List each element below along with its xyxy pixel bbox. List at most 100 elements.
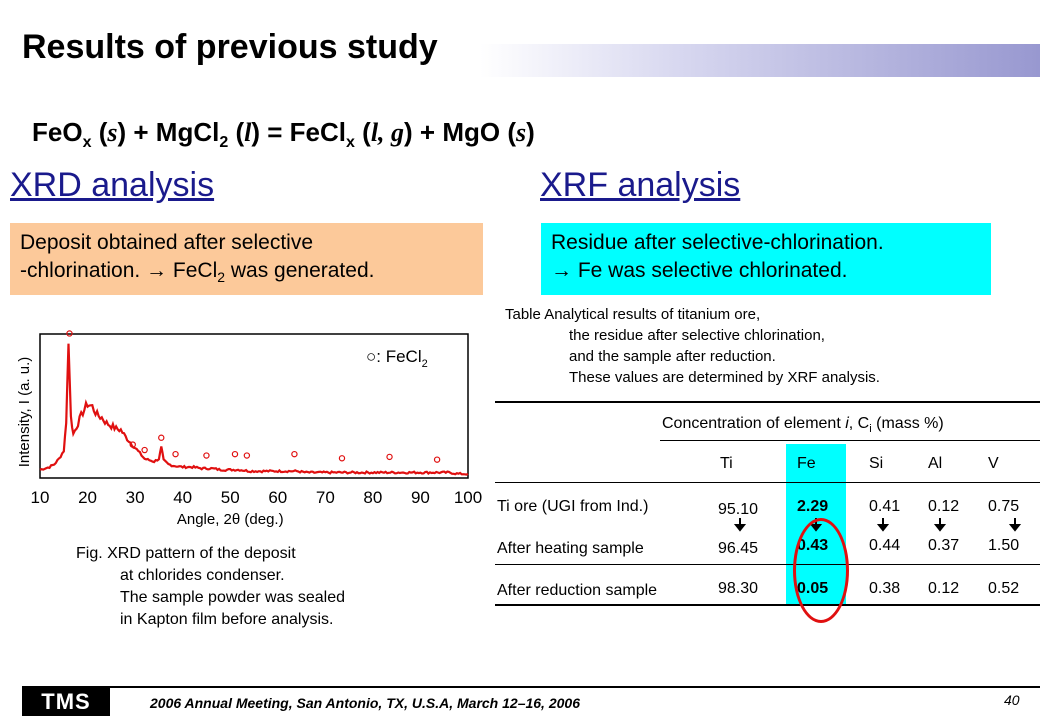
eq-part: ) + MgCl <box>117 117 220 147</box>
row-label: After heating sample <box>497 540 644 557</box>
fecl2-peak-marker <box>291 450 298 458</box>
fecl2-peak-marker <box>231 450 239 458</box>
eq-sub: x <box>346 134 355 152</box>
x-tick-label: 10 <box>31 488 50 507</box>
cell-al: 0.12 <box>928 498 960 515</box>
xrd-box-line: Deposit obtained after selective <box>20 231 314 254</box>
footer-text: 2006 Annual Meeting, San Antonio, TX, U.… <box>150 695 580 711</box>
table-header-rule <box>660 440 1040 441</box>
eq-part: ( <box>228 117 245 147</box>
caption-line: in Kapton film before analysis. <box>120 611 334 628</box>
xrf-box-line: Residue after selective-chlorination. <box>551 231 884 254</box>
header-text: (mass %) <box>871 415 944 432</box>
eq-part: ) = FeCl <box>251 117 347 147</box>
xrd-box-text: was generated. <box>225 259 375 282</box>
table-header: Concentration of element i, Ci (mass %) <box>662 415 944 435</box>
eq-sub: x <box>82 134 92 152</box>
table-row-rule <box>495 564 1040 565</box>
eq-italic: l, g <box>370 118 405 147</box>
eq-part: FeO <box>32 117 83 147</box>
xrd-chart: 10 20 30 40 50 60 70 80 90 100 Angle, 2θ (deg.) Int… <box>16 330 482 528</box>
cell-si: 0.41 <box>869 498 901 515</box>
tms-logo: TMS <box>22 688 110 716</box>
fecl2-peak-marker <box>66 330 73 337</box>
cell-si: 0.38 <box>869 580 901 597</box>
x-tick-label: 20 <box>78 488 97 507</box>
cell-v: 1.50 <box>988 537 1020 554</box>
y-axis-label: Intensity, I (a. u.) <box>16 357 33 468</box>
arrow-down-icon <box>733 524 747 532</box>
xrf-summary-box: Residue after selective-chlorination. → … <box>541 223 991 295</box>
cell-fe: 2.29 <box>797 498 829 515</box>
caption-line: The sample powder was sealed <box>120 589 346 606</box>
caption-line: at chlorides condenser. <box>120 567 285 584</box>
arrow-down-icon <box>876 524 890 532</box>
cell-si: 0.44 <box>869 537 901 554</box>
col-ti: Ti <box>720 455 733 472</box>
table-caption: Table Analytical results of titanium ore… <box>505 304 880 388</box>
header-italic: i <box>845 415 849 432</box>
title-gradient-bar <box>480 44 1040 77</box>
eq-italic: l <box>244 118 252 147</box>
xrd-box-line: -chlorination. → FeCl2 was generated. <box>20 257 473 291</box>
x-tick-label: 50 <box>221 488 240 507</box>
eq-part: ( <box>354 117 371 147</box>
page-title: Results of previous study <box>22 28 438 66</box>
eq-italic: s <box>515 118 527 147</box>
footer-rule <box>22 686 1040 688</box>
plot-frame <box>39 333 469 479</box>
x-tick-label: 30 <box>126 488 145 507</box>
cell-v: 0.75 <box>988 498 1020 515</box>
cell-al: 0.12 <box>928 580 960 597</box>
caption-line: Table Analytical results of titanium ore… <box>505 306 761 323</box>
table-bottom-rule <box>495 604 1040 606</box>
header-text: , C <box>848 415 870 432</box>
fecl2-peak-marker <box>129 441 136 448</box>
x-axis-label: Angle, 2θ (deg.) <box>177 511 284 528</box>
fecl2-peak-marker <box>338 455 346 462</box>
header-text: Concentration of element <box>662 415 846 432</box>
eq-part: ) + MgO ( <box>404 117 516 147</box>
row-label: After reduction sample <box>497 582 658 599</box>
fecl2-peak-marker <box>433 456 441 463</box>
col-fe: Fe <box>797 455 816 472</box>
x-tick-label: 80 <box>363 488 382 507</box>
fecl2-peak-marker <box>172 450 179 458</box>
x-tick-label: 60 <box>268 488 287 507</box>
eq-part: ( <box>91 117 108 147</box>
caption-line: and the sample after reduction. <box>569 348 776 365</box>
x-tick-label: 90 <box>411 488 430 507</box>
fe-highlight-circle <box>793 518 849 623</box>
col-si: Si <box>869 455 884 472</box>
down-arrows <box>733 518 1022 532</box>
fecl2-peak-marker <box>141 446 148 454</box>
cell-v: 0.52 <box>988 580 1020 597</box>
caption-line: the residue after selective chlorination… <box>569 327 825 344</box>
cell-ti: 96.45 <box>718 540 759 557</box>
eq-italic: s <box>107 118 118 147</box>
table-top-rule <box>495 401 1040 403</box>
x-tick-label: 40 <box>173 488 192 507</box>
cell-al: 0.37 <box>928 537 960 554</box>
xrd-heading: XRD analysis <box>10 166 215 204</box>
fecl2-peak-marker <box>243 452 251 459</box>
xrf-box-line: → Fe was selective chlorinated. <box>551 259 848 282</box>
cell-ti: 98.30 <box>718 580 759 597</box>
xrf-heading: XRF analysis <box>540 166 741 204</box>
col-v: V <box>988 455 999 472</box>
chart-layer: 10 20 30 40 50 60 70 80 90 100 Angle, 2θ (deg.) Int… <box>16 330 482 528</box>
table-col-rule <box>495 482 1040 483</box>
caption-line: Fig. XRD pattern of the deposit <box>76 545 296 562</box>
arrow-down-icon <box>1008 524 1022 532</box>
col-al: Al <box>928 455 943 472</box>
cell-ti: 95.10 <box>718 501 759 518</box>
eq-sub: 2 <box>219 134 229 152</box>
eq-part: ) <box>526 117 535 147</box>
x-tick-label: 100 <box>454 488 482 507</box>
caption-line: These values are determined by XRF analy… <box>569 369 880 386</box>
fecl2-peak-marker <box>203 452 210 459</box>
figure-caption: Fig. XRD pattern of the deposit at chlor… <box>76 543 345 631</box>
header-sub: i <box>869 423 872 436</box>
xrd-box-text: -chlorination. → FeCl <box>20 259 218 282</box>
arrow-down-icon <box>933 524 947 532</box>
